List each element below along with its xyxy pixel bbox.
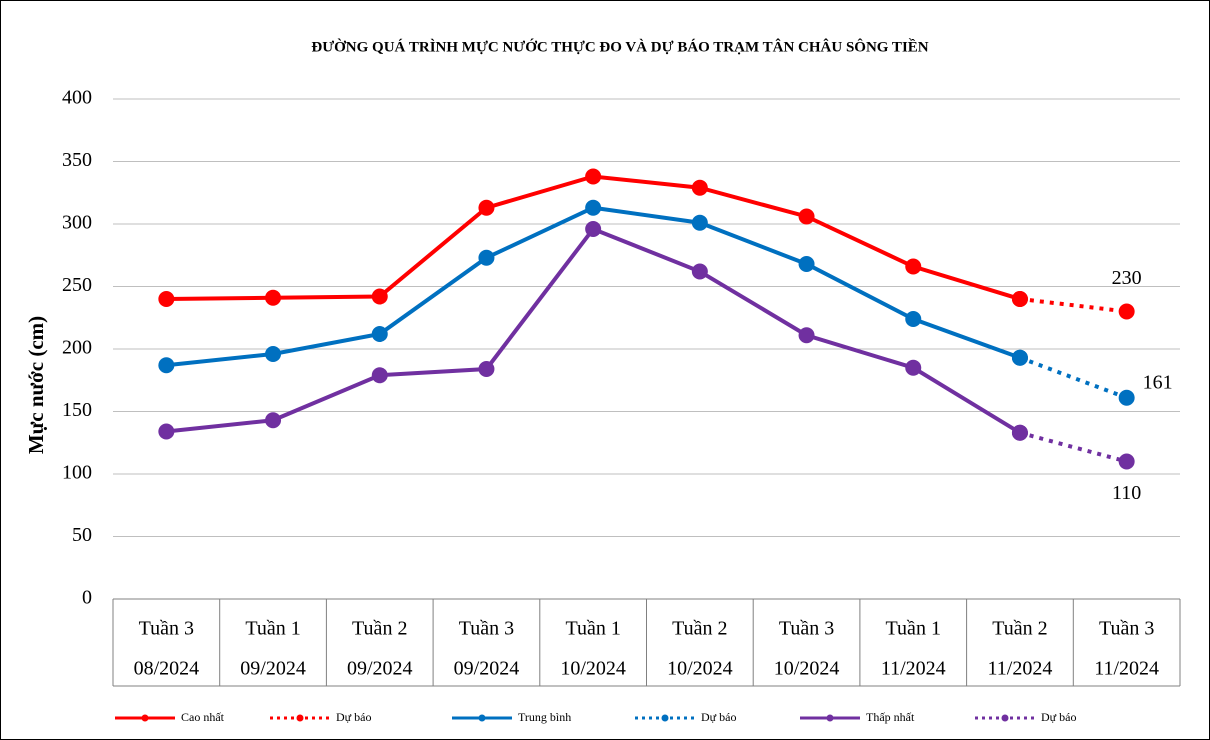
legend-label: Thấp nhất — [866, 710, 915, 724]
x-tick-label: 11/2024 — [988, 658, 1053, 680]
x-tick-label: Tuần 2 — [352, 618, 407, 640]
data-point — [265, 412, 282, 429]
y-tick-label: 250 — [62, 274, 92, 296]
data-point — [371, 326, 388, 342]
y-tick-label: 0 — [82, 587, 92, 609]
series-line — [1019, 297, 1127, 314]
legend-label: Cao nhất — [181, 710, 225, 724]
x-tick-label: 09/2024 — [347, 658, 413, 680]
y-tick-label: 300 — [62, 212, 92, 234]
data-point — [691, 179, 708, 196]
data-label: 161 — [1143, 371, 1173, 393]
data-point — [478, 361, 495, 377]
x-tick-label: Tuần 1 — [886, 618, 941, 640]
x-tick-label: Tuần 2 — [992, 618, 1047, 640]
legend-label: Dự báo — [336, 710, 372, 724]
data-point — [691, 263, 708, 280]
data-point — [158, 291, 175, 307]
data-point — [905, 359, 922, 376]
series-line — [1019, 430, 1128, 464]
x-tick-label: 11/2024 — [1094, 658, 1159, 680]
data-point — [798, 208, 815, 225]
legend-marker — [296, 714, 304, 722]
y-axis-label: Mực nước (cm) — [24, 316, 48, 454]
data-point — [478, 199, 495, 216]
data-point — [691, 214, 708, 231]
y-tick-label: 350 — [62, 149, 92, 171]
legend-label: Dự báo — [1041, 710, 1077, 724]
data-point — [265, 289, 282, 306]
data-point — [1118, 453, 1135, 470]
x-tick-label: 08/2024 — [134, 658, 200, 680]
legend-marker — [1001, 714, 1009, 722]
data-point — [371, 288, 388, 305]
x-tick-label: Tuần 3 — [779, 618, 834, 640]
data-point — [585, 168, 602, 185]
legend-marker — [826, 714, 834, 722]
data-point — [265, 346, 282, 362]
data-point — [371, 367, 388, 384]
legend-label: Dự báo — [701, 710, 737, 724]
x-tick-label: 09/2024 — [454, 658, 520, 680]
y-tick-label: 150 — [62, 399, 92, 421]
data-point — [798, 256, 815, 272]
data-label: 230 — [1112, 267, 1142, 289]
legend-marker — [478, 714, 486, 722]
x-tick-label: 11/2024 — [881, 658, 946, 680]
data-point — [585, 199, 602, 216]
x-tick-label: Tuần 3 — [1099, 618, 1154, 640]
x-tick-label: Tuần 3 — [459, 618, 514, 640]
data-point — [1118, 389, 1135, 406]
data-point — [1118, 303, 1135, 320]
x-tick-label: Tuần 2 — [672, 618, 727, 640]
data-point — [158, 423, 175, 440]
x-tick-label: 10/2024 — [774, 658, 840, 680]
y-tick-label: 100 — [62, 462, 92, 484]
x-tick-label: Tuần 3 — [139, 618, 194, 640]
data-point — [798, 327, 815, 344]
chart-title: ĐƯỜNG QUÁ TRÌNH MỰC NƯỚC THỰC ĐO VÀ DỰ B… — [311, 38, 928, 55]
data-point — [585, 221, 602, 237]
data-label: 110 — [1112, 482, 1141, 504]
data-point — [1011, 349, 1028, 366]
data-point — [905, 311, 922, 327]
data-point — [905, 258, 922, 275]
data-point — [158, 357, 175, 374]
x-tick-label: 10/2024 — [560, 658, 626, 680]
data-point — [1011, 424, 1028, 441]
x-tick-label: 09/2024 — [240, 658, 306, 680]
legend-label: Trung bình — [518, 710, 571, 724]
x-tick-label: Tuần 1 — [245, 618, 300, 640]
legend-marker — [661, 714, 669, 722]
y-tick-label: 200 — [62, 337, 92, 359]
data-point — [478, 249, 495, 266]
x-tick-label: 10/2024 — [667, 658, 733, 680]
y-tick-label: 50 — [72, 524, 92, 546]
legend-marker — [141, 714, 149, 722]
x-tick-label: Tuần 1 — [565, 618, 620, 640]
y-tick-label: 400 — [62, 87, 92, 109]
data-point — [1011, 291, 1028, 307]
